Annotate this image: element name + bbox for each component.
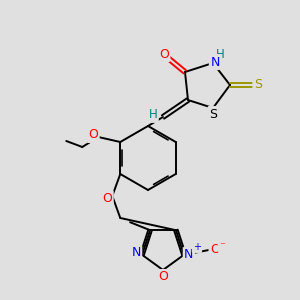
Text: O: O — [102, 191, 112, 205]
Text: N: N — [210, 56, 220, 68]
Text: N: N — [184, 248, 194, 261]
Text: O: O — [88, 128, 98, 142]
Text: N: N — [131, 246, 141, 259]
Text: ⁻: ⁻ — [219, 241, 225, 251]
Text: O: O — [159, 47, 169, 61]
Text: O: O — [210, 243, 220, 256]
Text: H: H — [148, 109, 158, 122]
Text: S: S — [254, 79, 262, 92]
Text: H: H — [216, 49, 224, 62]
Text: S: S — [209, 107, 217, 121]
Text: O: O — [158, 271, 168, 284]
Text: +: + — [193, 242, 201, 252]
